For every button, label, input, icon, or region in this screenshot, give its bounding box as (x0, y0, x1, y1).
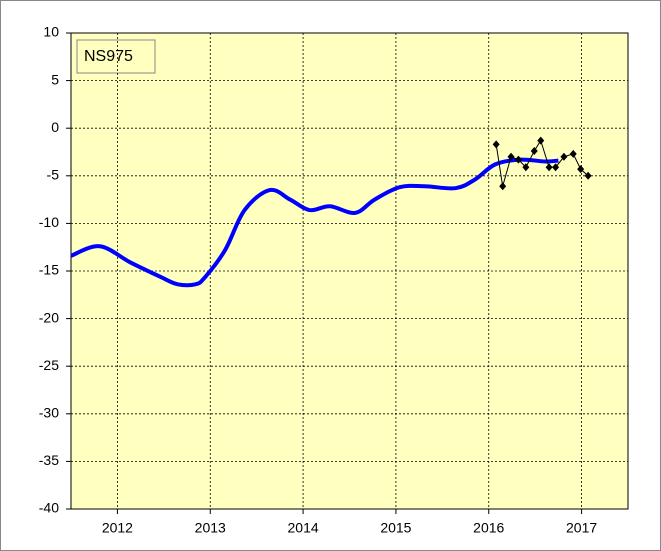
data-point (537, 136, 545, 145)
data-point (552, 163, 560, 172)
x-tick-label: 2013 (195, 520, 226, 536)
y-tick-label: -15 (39, 262, 59, 278)
data-point (577, 165, 585, 174)
data-point (514, 155, 522, 164)
data-point (522, 163, 530, 172)
data-point (499, 182, 507, 191)
y-tick-label: -35 (39, 452, 59, 468)
y-tick-label: -5 (47, 167, 60, 183)
y-tick-label: -25 (39, 357, 59, 373)
y-tick-label: -40 (39, 500, 59, 516)
trend-line (70, 157, 559, 288)
data-point (560, 152, 568, 161)
annotation-box (76, 39, 156, 74)
y-tick-label: -10 (39, 214, 59, 230)
x-tick-label: 2015 (380, 520, 411, 536)
data-point (584, 171, 592, 180)
y-tick-label: 0 (51, 119, 59, 135)
data-point (492, 140, 500, 149)
y-tick-label: 10 (43, 24, 59, 40)
x-tick-label: 2016 (473, 520, 504, 536)
annotation: NS975 (84, 48, 133, 65)
y-tick-label: 5 (51, 71, 59, 87)
data-point (545, 163, 553, 172)
data-point (569, 149, 577, 158)
y-tick-label: -20 (39, 309, 59, 325)
x-tick-label: 2012 (102, 520, 133, 536)
data-point (530, 147, 538, 156)
x-tick-label: 2014 (288, 520, 319, 536)
y-tick-label: -30 (39, 405, 59, 421)
data-point (507, 152, 515, 161)
x-tick-label: 2017 (566, 520, 597, 536)
